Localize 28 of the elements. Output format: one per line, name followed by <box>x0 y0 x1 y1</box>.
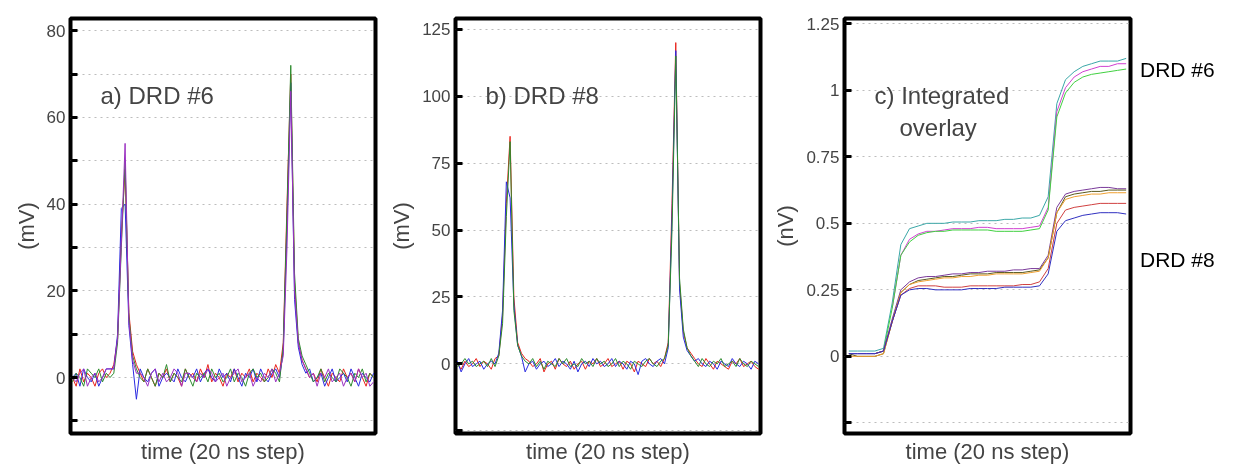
y-tick-label: 0 <box>56 368 66 388</box>
y-tick-label: 20 <box>46 281 66 301</box>
y-tick-label: 1 <box>830 81 840 101</box>
y-tick-label: 25 <box>431 287 451 307</box>
y-tick-label: 125 <box>422 20 451 40</box>
x-axis-title: time (20 ns step) <box>905 438 1070 464</box>
y-tick-label: 75 <box>431 154 451 174</box>
x-axis-title: time (20 ns step) <box>526 438 690 464</box>
text: a) DRD #6 <box>100 82 214 109</box>
text: DRD #8 <box>1140 247 1215 273</box>
y-tick-label: 1.25 <box>806 14 840 34</box>
x-axis-title: time (20 ns step) <box>141 438 305 464</box>
y-tick-label: 60 <box>46 108 66 128</box>
y-tick-label: 100 <box>422 87 451 107</box>
y-axis-title: (mV) <box>389 202 415 250</box>
text: DRD #6 <box>1140 57 1215 83</box>
y-tick-label: 0.5 <box>815 214 840 234</box>
text: b) DRD #8 <box>485 82 599 109</box>
y-tick-label: 50 <box>431 221 451 241</box>
y-tick-label: 0 <box>830 347 840 367</box>
y-tick-label: 0 <box>441 354 451 374</box>
y-axis-title: (nV) <box>773 205 799 247</box>
y-tick-label: 0.75 <box>806 147 840 167</box>
text: c) Integrated overlay <box>874 82 1010 141</box>
y-tick-label: 80 <box>46 21 66 41</box>
y-tick-label: 0.25 <box>806 280 840 300</box>
y-axis-title: (mV) <box>13 202 39 250</box>
y-tick-label: 40 <box>46 195 66 215</box>
